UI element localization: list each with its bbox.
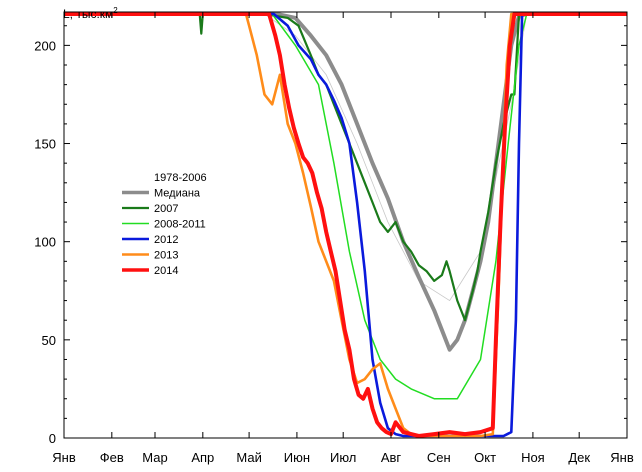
series-line-3 xyxy=(64,13,627,400)
legend-label-1: Медиана xyxy=(154,188,201,200)
y-axis-label-text: L, тыс.км xyxy=(63,7,113,21)
plot-frame xyxy=(63,11,628,439)
x-tick-label: Янв xyxy=(52,450,76,465)
legend: 1978-2006 Медиана 2007 2008-2011 2012 2013 201… xyxy=(116,160,214,278)
y-tick-label: 50 xyxy=(42,333,56,348)
legend-label-2: 2007 xyxy=(154,203,178,215)
y-axis-label: L, тыс.км2 xyxy=(63,6,118,21)
y-tick-label: 150 xyxy=(34,137,56,152)
x-tick-label: Янв xyxy=(610,450,634,465)
x-tick-label: Мар xyxy=(142,450,167,465)
legend-box xyxy=(116,160,214,278)
y-tick-label: 100 xyxy=(34,235,56,250)
series-line-4 xyxy=(64,12,627,438)
x-tick-label: Авг xyxy=(381,450,402,465)
x-tick-label: Май xyxy=(236,450,261,465)
legend-label-0: 1978-2006 xyxy=(154,172,207,184)
series-line-2 xyxy=(64,12,627,322)
y-tick-label: 200 xyxy=(34,38,56,53)
legend-label-4: 2012 xyxy=(154,234,178,246)
x-tick-label: Фев xyxy=(100,450,124,465)
x-tick-label: Июн xyxy=(284,450,310,465)
tick-labels: 0 50 100 150 200 Янв Фев Мар Апр Май Июн Июл Авг Сен О… xyxy=(34,38,634,465)
x-tick-label: Июл xyxy=(330,450,356,465)
series-line-6 xyxy=(64,12,627,438)
x-tick-label: Апр xyxy=(191,450,214,465)
legend-label-6: 2014 xyxy=(154,265,178,277)
axes-layer xyxy=(63,11,628,439)
y-tick-label: 0 xyxy=(49,431,56,446)
x-tick-label: Сен xyxy=(427,450,451,465)
x-tick-label: Ноя xyxy=(521,450,545,465)
series-line-1 xyxy=(64,12,627,352)
y-axis-label-superscript: 2 xyxy=(113,6,118,15)
legend-label-3: 2008-2011 xyxy=(154,219,206,231)
x-tick-label: Окт xyxy=(474,450,496,465)
x-tick-label: Дек xyxy=(568,450,590,465)
legend-label-5: 2013 xyxy=(154,250,178,262)
